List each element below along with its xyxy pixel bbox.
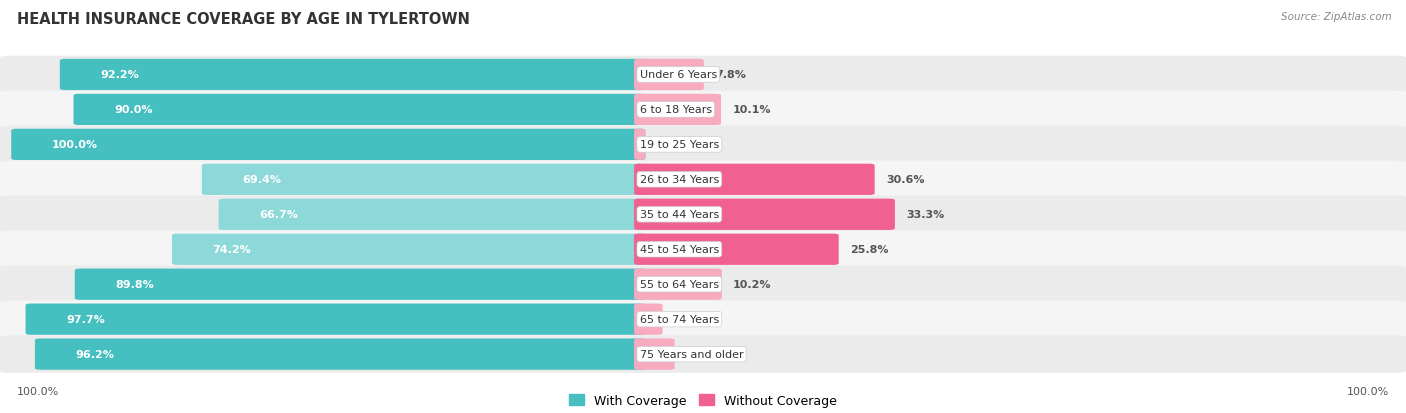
FancyBboxPatch shape: [634, 339, 675, 370]
FancyBboxPatch shape: [0, 161, 1406, 199]
Text: 92.2%: 92.2%: [101, 70, 139, 80]
Text: 96.2%: 96.2%: [76, 349, 114, 359]
Text: 100.0%: 100.0%: [52, 140, 98, 150]
FancyBboxPatch shape: [172, 234, 645, 265]
FancyBboxPatch shape: [0, 126, 1406, 164]
Text: Under 6 Years: Under 6 Years: [640, 70, 717, 80]
FancyBboxPatch shape: [25, 304, 645, 335]
Text: 7.8%: 7.8%: [716, 70, 747, 80]
Text: 66.7%: 66.7%: [260, 210, 298, 220]
FancyBboxPatch shape: [73, 95, 645, 126]
Text: 3.9%: 3.9%: [686, 349, 717, 359]
FancyBboxPatch shape: [60, 59, 645, 91]
FancyBboxPatch shape: [35, 339, 645, 370]
FancyBboxPatch shape: [634, 95, 721, 126]
FancyBboxPatch shape: [11, 129, 645, 161]
FancyBboxPatch shape: [634, 199, 894, 230]
Text: 100.0%: 100.0%: [1347, 387, 1389, 396]
Text: 25.8%: 25.8%: [851, 244, 889, 255]
Text: 10.1%: 10.1%: [733, 105, 770, 115]
Text: 90.0%: 90.0%: [114, 105, 153, 115]
Text: 0.0%: 0.0%: [657, 140, 688, 150]
Text: 33.3%: 33.3%: [905, 210, 945, 220]
FancyBboxPatch shape: [0, 301, 1406, 338]
Text: 19 to 25 Years: 19 to 25 Years: [640, 140, 718, 150]
FancyBboxPatch shape: [634, 234, 839, 265]
Text: Source: ZipAtlas.com: Source: ZipAtlas.com: [1281, 12, 1392, 22]
Text: 10.2%: 10.2%: [733, 280, 772, 290]
Text: 55 to 64 Years: 55 to 64 Years: [640, 280, 718, 290]
FancyBboxPatch shape: [0, 196, 1406, 233]
Text: HEALTH INSURANCE COVERAGE BY AGE IN TYLERTOWN: HEALTH INSURANCE COVERAGE BY AGE IN TYLE…: [17, 12, 470, 27]
Legend: With Coverage, Without Coverage: With Coverage, Without Coverage: [569, 394, 837, 407]
FancyBboxPatch shape: [634, 59, 704, 91]
FancyBboxPatch shape: [634, 164, 875, 195]
FancyBboxPatch shape: [0, 231, 1406, 268]
Text: 74.2%: 74.2%: [212, 244, 252, 255]
Text: 75 Years and older: 75 Years and older: [640, 349, 744, 359]
FancyBboxPatch shape: [75, 269, 645, 300]
FancyBboxPatch shape: [0, 266, 1406, 303]
FancyBboxPatch shape: [0, 91, 1406, 129]
Text: 6 to 18 Years: 6 to 18 Years: [640, 105, 711, 115]
Text: 89.8%: 89.8%: [115, 280, 155, 290]
FancyBboxPatch shape: [634, 129, 645, 161]
FancyBboxPatch shape: [634, 269, 721, 300]
Text: 100.0%: 100.0%: [17, 387, 59, 396]
FancyBboxPatch shape: [0, 57, 1406, 94]
FancyBboxPatch shape: [634, 304, 662, 335]
Text: 97.7%: 97.7%: [66, 314, 105, 324]
FancyBboxPatch shape: [202, 164, 645, 195]
Text: 35 to 44 Years: 35 to 44 Years: [640, 210, 718, 220]
Text: 45 to 54 Years: 45 to 54 Years: [640, 244, 718, 255]
Text: 30.6%: 30.6%: [886, 175, 924, 185]
Text: 69.4%: 69.4%: [243, 175, 281, 185]
Text: 2.3%: 2.3%: [673, 314, 704, 324]
FancyBboxPatch shape: [0, 336, 1406, 373]
FancyBboxPatch shape: [219, 199, 645, 230]
Text: 65 to 74 Years: 65 to 74 Years: [640, 314, 718, 324]
Text: 26 to 34 Years: 26 to 34 Years: [640, 175, 718, 185]
